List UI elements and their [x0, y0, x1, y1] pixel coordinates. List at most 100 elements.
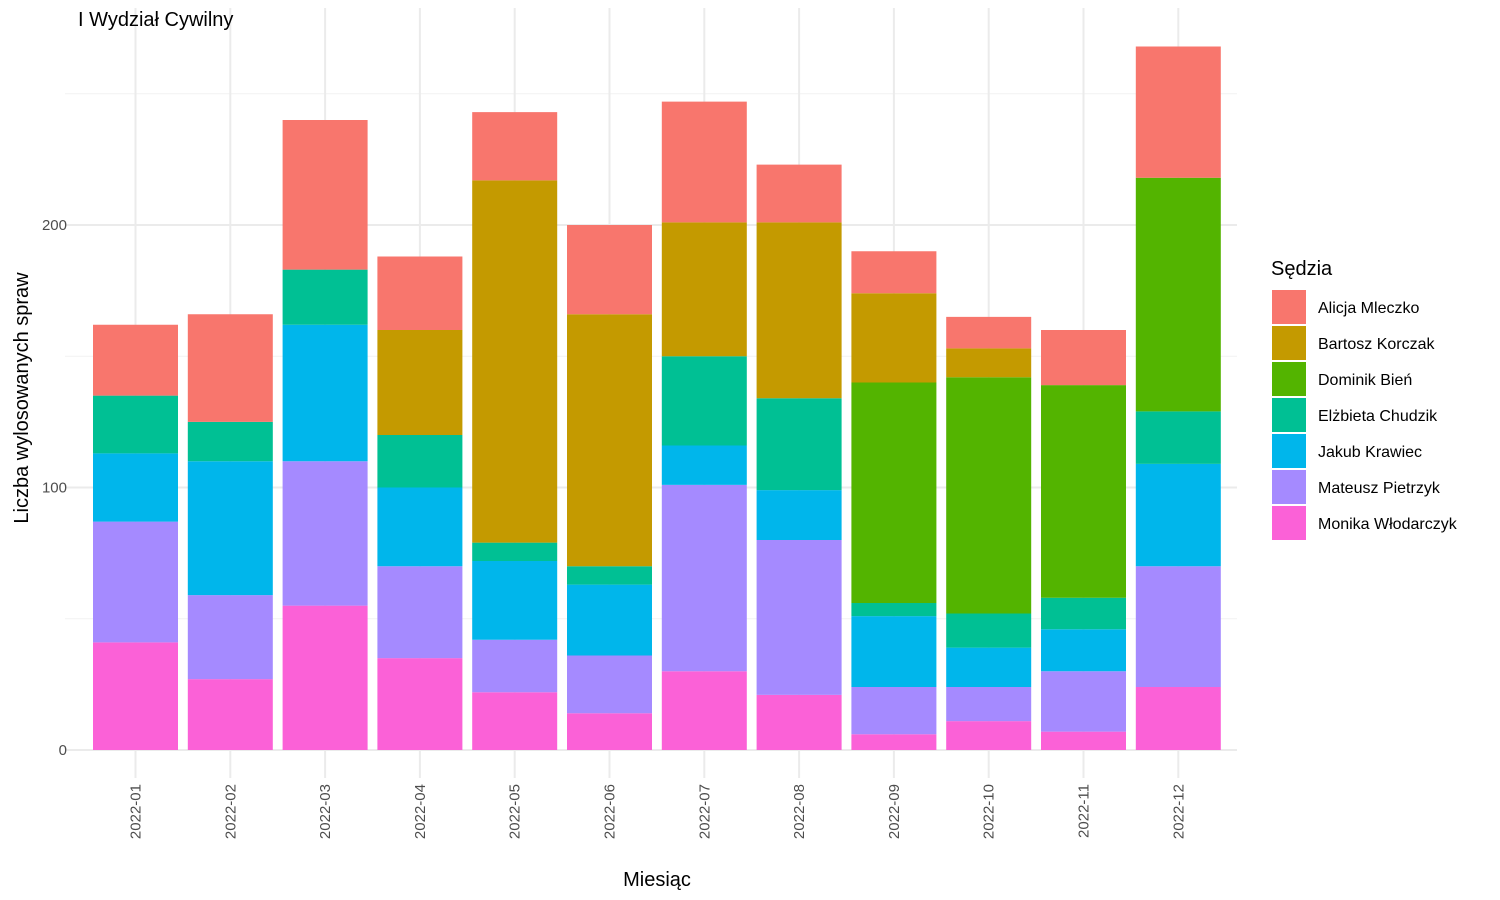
bar-segment	[567, 713, 652, 750]
bar-segment	[756, 490, 842, 540]
legend-swatch	[1272, 398, 1306, 432]
bar-segment	[187, 595, 273, 680]
legend-label: Bartosz Korczak	[1318, 336, 1435, 353]
bar-segment	[472, 692, 558, 750]
bar-segment	[282, 269, 368, 325]
bar-segment	[756, 164, 842, 223]
legend-label: Mateusz Pietrzyk	[1318, 480, 1441, 497]
bar-segment	[282, 120, 368, 270]
bar-segment	[377, 256, 463, 330]
legend-swatch	[1272, 326, 1306, 360]
x-tick-label: 2022-02	[222, 784, 239, 839]
x-tick-label: 2022-06	[602, 784, 619, 839]
bar-segment	[1041, 629, 1126, 672]
x-tick-label: 2022-05	[507, 784, 524, 839]
bar-segment	[187, 314, 273, 422]
bar-segment	[851, 616, 937, 687]
legend-label: Elżbieta Chudzik	[1318, 408, 1438, 425]
bar-segment	[377, 566, 463, 659]
y-tick-label: 200	[42, 217, 67, 234]
bar-segment	[946, 721, 1032, 750]
x-tick-label: 2022-09	[886, 784, 903, 839]
bar-segment	[187, 679, 273, 750]
bar-segment	[282, 461, 368, 606]
legend-label: Dominik Bień	[1318, 372, 1412, 389]
x-tick-label: 2022-07	[696, 784, 713, 839]
bar-segment	[93, 453, 178, 522]
bar-segment	[661, 445, 747, 485]
bar-segment	[187, 421, 273, 462]
bar-segment	[472, 180, 558, 543]
bar-segment	[1041, 731, 1126, 750]
legend-swatch	[1272, 362, 1306, 396]
x-axis-title: Miesiąc	[623, 869, 691, 891]
x-axis-ticks: 2022-01 2022-02 2022-03 2022-04 2022-05 2022-…	[128, 784, 1188, 839]
y-tick-label: 0	[59, 742, 67, 759]
bar-segment	[1135, 463, 1221, 567]
legend-swatch	[1272, 470, 1306, 504]
legend-label: Alicja Mleczko	[1318, 300, 1419, 317]
bar-segment	[93, 642, 178, 750]
bar-segment	[851, 293, 937, 383]
bar-segment	[93, 324, 178, 396]
bar-segment	[377, 330, 463, 435]
bar-segment	[472, 542, 558, 561]
bar-segment	[661, 222, 747, 357]
bar-segment	[377, 435, 463, 488]
legend-label: Monika Włodarczyk	[1318, 516, 1458, 533]
bar-segment	[1135, 46, 1221, 178]
bar-segment	[946, 348, 1032, 378]
x-tick-label: 2022-10	[981, 784, 998, 839]
bar-segment	[1135, 411, 1221, 464]
y-axis-ticks: 0 100 200	[42, 217, 67, 759]
legend-swatch	[1272, 506, 1306, 540]
chart-title: I Wydział Cywilny	[78, 9, 233, 31]
legend-label: Jakub Krawiec	[1318, 444, 1422, 461]
x-tick-label: 2022-08	[791, 784, 808, 839]
bar-segment	[1041, 385, 1126, 598]
bar-segment	[567, 314, 652, 567]
bars	[93, 46, 1221, 750]
bar-segment	[946, 316, 1032, 349]
bar-segment	[661, 101, 747, 223]
bar-segment	[946, 687, 1032, 722]
bar-segment	[1135, 177, 1221, 412]
bar-segment	[851, 251, 937, 294]
bar-segment	[756, 694, 842, 750]
y-tick-label: 100	[42, 480, 67, 497]
bar-segment	[1041, 671, 1126, 732]
bar-segment	[377, 658, 463, 750]
legend-swatch	[1272, 290, 1306, 324]
bar-segment	[377, 487, 463, 567]
bar-segment	[946, 647, 1032, 687]
y-axis-title: Liczba wylosowanych spraw	[11, 272, 33, 524]
x-tick-label: 2022-03	[317, 784, 334, 839]
bar-segment	[567, 225, 652, 315]
x-tick-label: 2022-04	[412, 784, 429, 839]
bar-segment	[93, 395, 178, 454]
bar-segment	[472, 112, 558, 181]
bar-segment	[851, 734, 937, 750]
bar-segment	[756, 398, 842, 491]
bar-segment	[661, 671, 747, 750]
bar-segment	[756, 222, 842, 399]
legend: Sędzia Alicja Mleczko Bartosz Korczak Domi…	[1271, 258, 1458, 540]
bar-segment	[851, 687, 937, 735]
bar-segment	[472, 561, 558, 640]
legend-swatch	[1272, 434, 1306, 468]
bar-segment	[1041, 330, 1126, 386]
bar-segment	[756, 540, 842, 695]
x-tick-label: 2022-11	[1076, 784, 1093, 838]
bar-segment	[567, 584, 652, 656]
legend-title: Sędzia	[1271, 258, 1333, 280]
bar-segment	[282, 324, 368, 462]
bar-segment	[567, 655, 652, 714]
bar-segment	[187, 461, 273, 596]
bar-segment	[1135, 566, 1221, 687]
bar-segment	[1135, 687, 1221, 750]
bar-segment	[946, 613, 1032, 648]
bar-segment	[282, 605, 368, 750]
bar-segment	[946, 377, 1032, 614]
bar-segment	[851, 382, 937, 603]
